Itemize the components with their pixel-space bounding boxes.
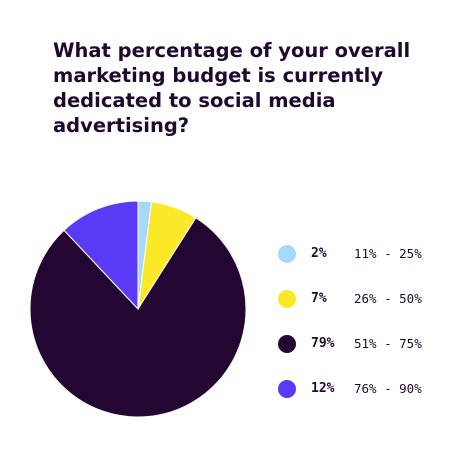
legend-item: 2% 11% - 25%	[278, 240, 448, 267]
legend-item: 12% 76% - 90%	[278, 375, 448, 402]
legend-value: 12%	[311, 381, 335, 396]
legend-swatch	[278, 379, 296, 398]
legend-label: 76% - 90%	[354, 381, 422, 396]
legend-swatch	[278, 334, 296, 353]
legend-label: 26% - 50%	[354, 291, 422, 306]
legend-swatch	[278, 289, 296, 308]
legend-value: 2%	[311, 246, 327, 261]
legend-item: 7% 26% - 50%	[278, 285, 448, 312]
chart-title: What percentage of your overall marketin…	[53, 39, 411, 137]
legend-swatch	[278, 244, 296, 263]
legend: 2% 11% - 25% 7% 26% - 50% 79% 51% - 75% …	[278, 240, 448, 420]
legend-label: 11% - 25%	[354, 246, 422, 261]
pie-slice	[63, 200, 139, 311]
legend-item: 79% 51% - 75%	[278, 330, 448, 357]
legend-value: 79%	[311, 336, 335, 351]
legend-value: 7%	[311, 291, 327, 306]
legend-label: 51% - 75%	[354, 336, 422, 351]
pie-slice	[29, 217, 247, 418]
